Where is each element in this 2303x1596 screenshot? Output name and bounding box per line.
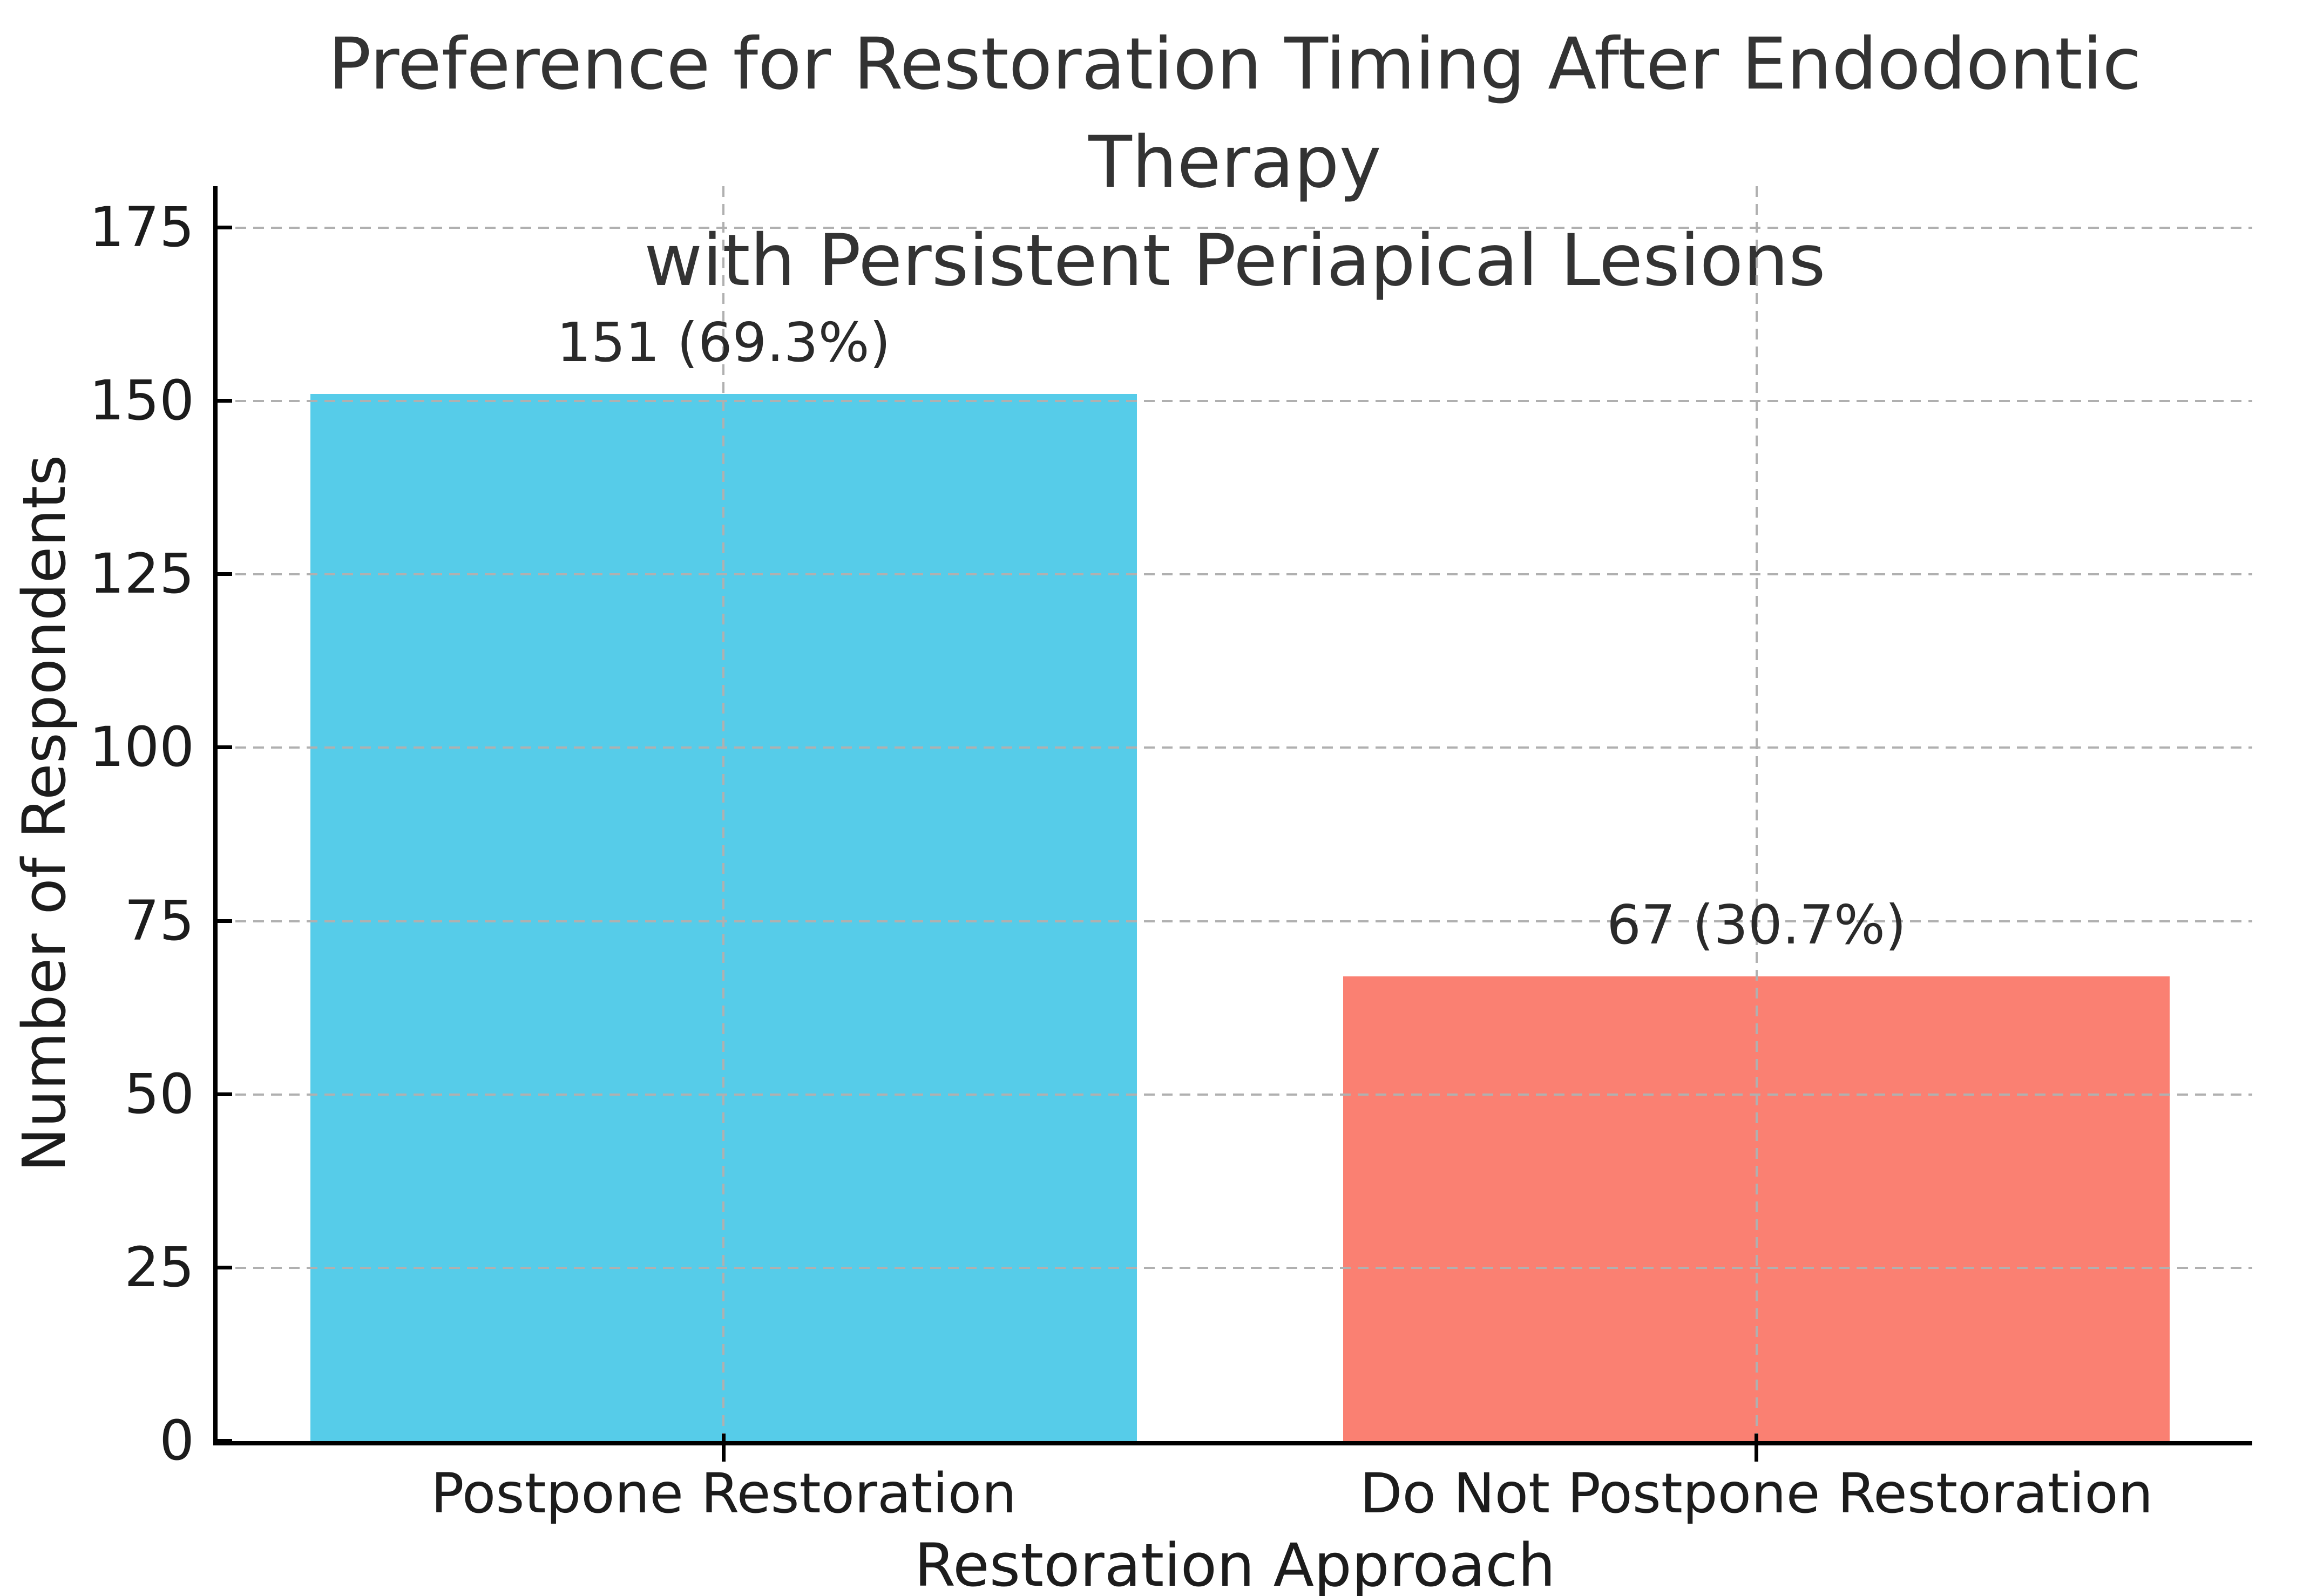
bar-value-label-0: 151 (69.3%): [557, 311, 891, 375]
y-tick-mark-150: [218, 399, 232, 403]
bar-value-label-1: 67 (30.7%): [1607, 893, 1907, 957]
x-tick-mark-0: [721, 1434, 726, 1462]
x-gridline-1: [1755, 186, 1758, 1441]
y-tick-mark-125: [218, 572, 232, 576]
y-gridline-150: [218, 400, 2252, 403]
y-tick-mark-50: [218, 1092, 232, 1096]
y-tick-mark-175: [218, 226, 232, 230]
x-tick-label-0: Postpone Restoration: [431, 1462, 1017, 1526]
y-tick-label-150: 150: [89, 369, 194, 433]
y-gridline-50: [218, 1093, 2252, 1096]
y-gridline-75: [218, 920, 2252, 922]
y-tick-label-25: 25: [124, 1235, 194, 1300]
plot-area: 0 25 50 75 100 125 150 175 Postpone Restoration 1…: [89, 186, 2252, 1524]
y-tick-mark-100: [218, 745, 232, 750]
chart-title-line-2: with Persistent Periapical Lesions: [644, 219, 1826, 303]
x-tick-mark-1: [1755, 1434, 1759, 1462]
y-tick-label-100: 100: [89, 715, 194, 780]
y-tick-label-175: 175: [89, 195, 194, 260]
y-tick-label-50: 50: [124, 1062, 194, 1126]
y-tick-mark-75: [218, 919, 232, 923]
x-tick-label-1: Do Not Postpone Restoration: [1360, 1462, 2153, 1526]
x-gridline-0: [722, 186, 725, 1441]
x-axis-title: Restoration Approach: [914, 1531, 1556, 1596]
y-tick-label-75: 75: [124, 888, 194, 953]
y-gridline-25: [218, 1266, 2252, 1269]
y-gridline-100: [218, 746, 2252, 749]
y-gridline-125: [218, 573, 2252, 576]
y-tick-label-125: 125: [89, 542, 194, 607]
y-gridline-175: [218, 227, 2252, 229]
y-tick-mark-25: [218, 1265, 232, 1269]
y-tick-mark-0: [218, 1439, 232, 1443]
chart-title: Preference for Restoration Timing After …: [218, 15, 2252, 310]
chart-title-line-1: Preference for Restoration Timing After …: [328, 23, 2142, 205]
y-tick-label-0: 0: [159, 1409, 194, 1473]
